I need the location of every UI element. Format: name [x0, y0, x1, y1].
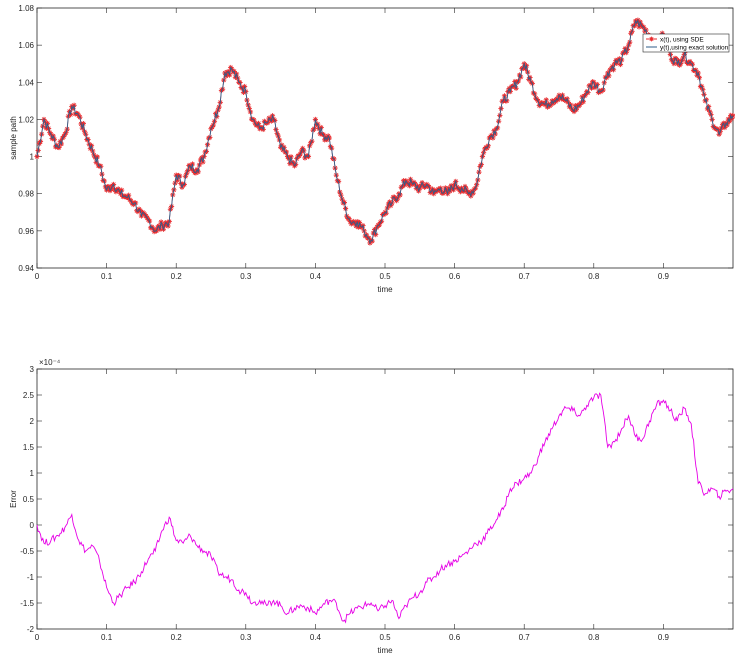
y-tick-label: -2	[27, 625, 35, 634]
y-tick-label: 0.98	[18, 190, 34, 199]
y-tick-label: 0.94	[18, 264, 34, 273]
y-tick-label: 1	[30, 153, 35, 162]
x-tick-label: 0.4	[310, 633, 322, 642]
y-tick-label: 1.06	[18, 41, 34, 50]
y-tick-label: -1	[27, 573, 35, 582]
x-axis-label: time	[377, 646, 393, 655]
y-tick-label: 2	[30, 417, 35, 426]
y-tick-label: 1	[30, 469, 35, 478]
y-tick-label: 3	[30, 365, 35, 374]
error-plot: -2 -1.5 -1 -0.5 0 0.5 1 1.5 2 2.5 3 0 0.1 0.2 0.3 0.4 0.…	[9, 358, 734, 655]
y-tick-label: 0.96	[18, 227, 34, 236]
x-tick-label: 0.1	[101, 272, 113, 281]
legend-box	[642, 33, 730, 53]
y-tick-label: -1.5	[20, 599, 34, 608]
x-tick-label: 0.7	[519, 272, 531, 281]
x-tick-label: 0.6	[449, 633, 461, 642]
y-tick-label: 1.04	[18, 78, 34, 87]
exact-series-line	[36, 18, 734, 245]
x-tick-label: 0	[35, 272, 40, 281]
legend-label-sde: x(t), using SDE	[660, 37, 704, 44]
y-tick-label: 1.5	[23, 443, 35, 452]
y-tick-label: -0.5	[20, 547, 34, 556]
x-tick-label: 0.2	[171, 272, 183, 281]
y-axis-label: Error	[9, 490, 18, 508]
y-tick-label: 1.02	[18, 115, 34, 124]
y-tick-label: 1.08	[18, 4, 34, 13]
x-tick-label: 0.1	[101, 633, 113, 642]
x-tick-label: 0.9	[658, 633, 670, 642]
x-tick-label: 0.3	[240, 272, 252, 281]
x-tick-label: 0	[35, 633, 40, 642]
marker-stroke	[649, 37, 654, 41]
x-tick-label: 0.8	[588, 633, 600, 642]
axes-box	[36, 7, 734, 269]
y-axis-label: sample path	[9, 116, 18, 160]
x-tick-label: 0.6	[449, 272, 461, 281]
x-tick-label: 0.9	[658, 272, 670, 281]
x-tick-label: 0.2	[171, 633, 183, 642]
x-axis-label: time	[377, 285, 393, 294]
x-tick-label: 0.5	[379, 633, 391, 642]
x-tick-label: 0.3	[240, 633, 252, 642]
sample-path-plot: 0.94 0.96 0.98 1 1.02 1.04 1.06 1.08 0 0.1 0.2 0.3 0…	[9, 4, 735, 294]
legend-marker-sde	[649, 36, 654, 42]
x-tick-label: 0.5	[379, 272, 391, 281]
y-tick-label: 0	[30, 521, 35, 530]
error-series-line	[36, 392, 734, 624]
x-tick-label: 0.4	[310, 272, 322, 281]
y-exponent-label: ×10⁻⁴	[39, 358, 61, 367]
x-tick-label: 0.7	[519, 633, 531, 642]
axes-box	[36, 368, 734, 630]
legend-label-exact: y(t),using exact solution	[660, 45, 729, 52]
y-tick-label: 0.5	[23, 495, 35, 504]
x-tick-label: 0.8	[588, 272, 600, 281]
y-tick-label: 2.5	[23, 391, 35, 400]
